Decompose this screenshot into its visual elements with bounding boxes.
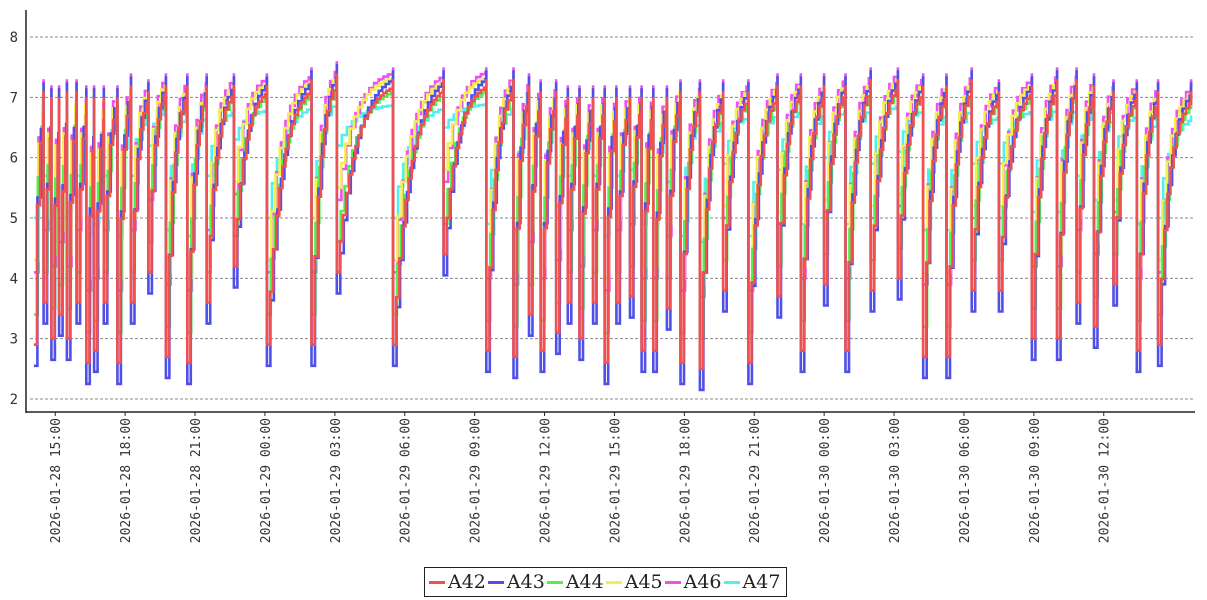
legend-item: A47 — [723, 571, 781, 593]
legend-label: A42 — [448, 571, 486, 593]
legend-item: A44 — [546, 571, 604, 593]
y-tick-label: 8 — [10, 30, 18, 46]
axes — [25, 10, 1195, 413]
x-tick-label: 2026-01-29 15:00 — [608, 418, 623, 543]
legend-swatch — [546, 580, 563, 584]
y-tick-label: 3 — [10, 332, 18, 348]
x-tick-label: 2026-01-28 18:00 — [119, 418, 134, 543]
x-tick-label: 2026-01-29 03:00 — [329, 418, 344, 543]
series-a43 — [33, 64, 1193, 392]
x-tick-label: 2026-01-30 00:00 — [818, 418, 833, 543]
x-tick-label: 2026-01-29 09:00 — [469, 418, 484, 543]
x-tick-labels: 2026-01-28 15:00 2026-01-28 18:00 2026-01-… — [49, 412, 1113, 543]
y-tick-labels: 2 3 4 5 6 7 8 — [10, 30, 18, 408]
y-tick-label: 5 — [10, 211, 18, 227]
series-layer — [33, 61, 1193, 392]
x-tick-label: 2026-01-29 06:00 — [399, 418, 414, 543]
legend-label: A43 — [506, 571, 545, 593]
legend-item: A45 — [605, 571, 663, 593]
x-tick-label: 2026-01-29 18:00 — [678, 418, 693, 543]
x-tick-label: 2026-01-30 12:00 — [1098, 418, 1113, 543]
legend-swatch — [487, 580, 504, 584]
y-tick-label: 7 — [10, 90, 18, 106]
x-tick-label: 2026-01-28 21:00 — [189, 418, 204, 543]
legend: A42 A43 A44 A45 A46 A47 — [424, 567, 788, 597]
x-tick-label: 2026-01-30 06:00 — [958, 418, 973, 543]
x-tick-label: 2026-01-29 12:00 — [539, 418, 554, 543]
legend-swatch — [605, 580, 622, 584]
legend-swatch — [664, 580, 681, 584]
legend-label: A44 — [565, 571, 604, 593]
y-tick-label: 4 — [10, 271, 18, 287]
x-tick-label: 2026-01-30 09:00 — [1028, 418, 1043, 543]
legend-label: A47 — [742, 571, 781, 593]
legend-label: A45 — [624, 571, 663, 593]
y-tick-label: 6 — [10, 151, 18, 167]
legend-swatch — [723, 580, 740, 584]
legend-swatch — [429, 580, 445, 584]
x-tick-label: 2026-01-29 21:00 — [748, 418, 763, 543]
y-tick-label: 2 — [10, 392, 18, 408]
x-tick-label: 2026-01-30 03:00 — [888, 418, 903, 543]
legend-item: A46 — [664, 571, 722, 593]
x-tick-label: 2026-01-28 15:00 — [49, 418, 64, 543]
legend-item: A43 — [487, 571, 545, 593]
x-tick-label: 2026-01-29 00:00 — [259, 418, 274, 543]
legend-item: A42 — [429, 571, 486, 593]
series-a42 — [33, 73, 1193, 371]
legend-label: A46 — [683, 571, 722, 593]
